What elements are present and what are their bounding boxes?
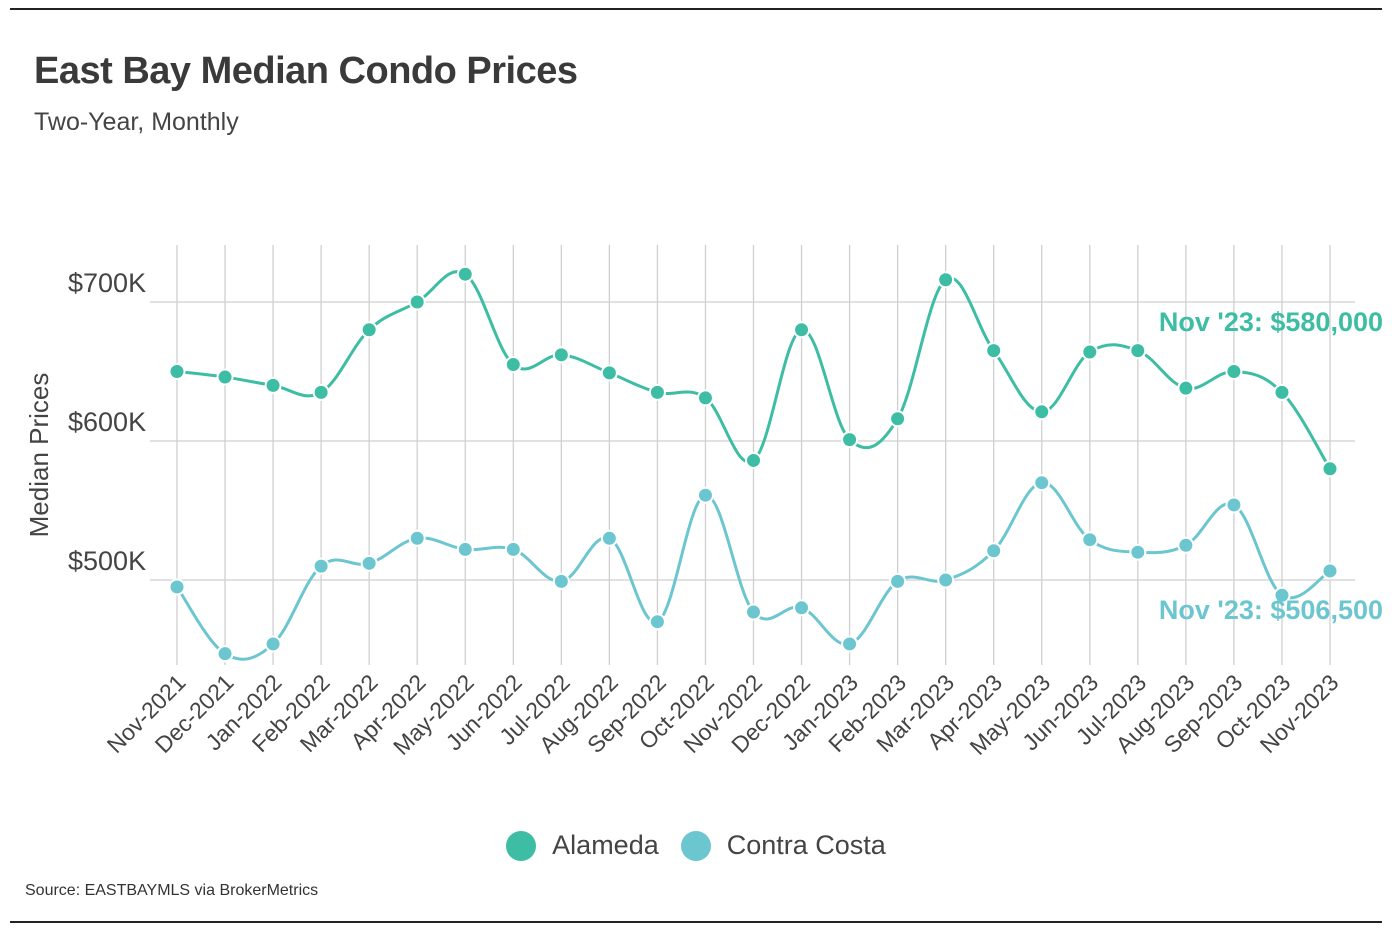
data-point-alameda <box>168 363 186 380</box>
chart-subtitle: Two-Year, Monthly <box>34 108 239 136</box>
data-point-contra-costa <box>216 645 234 663</box>
data-point-alameda <box>889 410 907 428</box>
y-axis-label: Median Prices <box>24 373 54 538</box>
data-point-alameda <box>1129 342 1147 360</box>
data-point-alameda <box>1273 383 1291 401</box>
y-tick-label: $600K <box>68 407 146 437</box>
top-rule <box>10 8 1382 10</box>
end-label-contra-costa: Nov '23: $506,500 <box>1159 595 1383 625</box>
data-point-alameda <box>648 383 666 401</box>
data-point-alameda <box>360 321 378 339</box>
end-label-alameda: Nov '23: $580,000 <box>1159 307 1383 337</box>
data-point-contra-costa <box>793 599 811 617</box>
y-tick-label: $500K <box>68 546 146 576</box>
data-point-alameda <box>985 342 1003 360</box>
source-note: Source: EASTBAYMLS via BrokerMetrics <box>25 882 319 899</box>
legend-label-contra-costa: Contra Costa <box>726 830 886 860</box>
data-point-alameda <box>504 356 522 374</box>
data-point-contra-costa <box>264 635 282 653</box>
data-point-alameda <box>264 376 282 394</box>
chart-title: East Bay Median Condo Prices <box>34 50 578 92</box>
data-point-contra-costa <box>600 529 618 547</box>
data-point-contra-costa <box>1273 586 1291 604</box>
data-point-contra-costa <box>312 557 330 575</box>
legend-item-alameda[interactable]: Alameda <box>506 830 659 861</box>
data-point-alameda <box>745 451 762 469</box>
data-point-alameda <box>216 368 234 386</box>
data-point-contra-costa <box>552 572 570 590</box>
legend-item-contra-costa[interactable]: Contra Costa <box>680 830 886 861</box>
legend: Alameda Contra Costa <box>0 830 1392 861</box>
data-point-contra-costa <box>168 578 186 596</box>
data-point-alameda <box>1225 363 1243 380</box>
data-point-contra-costa <box>841 635 859 653</box>
data-point-contra-costa <box>360 554 378 572</box>
bottom-rule <box>10 921 1382 923</box>
data-point-contra-costa <box>648 613 666 631</box>
data-point-contra-costa <box>1321 562 1339 580</box>
data-point-alameda <box>793 321 811 339</box>
data-point-alameda <box>1033 403 1051 421</box>
data-point-alameda <box>408 293 426 311</box>
y-tick-label: $700K <box>68 268 146 298</box>
data-point-contra-costa <box>696 486 714 504</box>
data-point-alameda <box>456 265 474 283</box>
data-point-contra-costa <box>408 529 426 547</box>
legend-marker-alameda <box>506 830 537 861</box>
legend-label-alameda: Alameda <box>552 830 659 860</box>
data-point-alameda <box>841 431 859 449</box>
legend-marker-contra-costa <box>680 830 711 861</box>
data-point-alameda <box>1321 460 1339 478</box>
data-point-alameda <box>937 271 955 289</box>
data-point-contra-costa <box>1225 496 1243 514</box>
data-point-alameda <box>600 364 618 382</box>
data-point-contra-costa <box>985 542 1003 560</box>
data-point-contra-costa <box>1177 536 1195 554</box>
data-point-alameda <box>1081 343 1099 361</box>
data-point-contra-costa <box>937 571 955 589</box>
data-point-alameda <box>696 389 714 407</box>
data-point-contra-costa <box>504 540 522 558</box>
data-point-contra-costa <box>1081 531 1099 549</box>
data-point-contra-costa <box>745 603 762 621</box>
data-point-contra-costa <box>456 540 474 558</box>
data-point-contra-costa <box>1033 474 1051 492</box>
data-point-alameda <box>1177 379 1195 397</box>
data-point-contra-costa <box>889 572 907 590</box>
series-line-alameda <box>176 270 1332 470</box>
data-point-alameda <box>552 346 570 364</box>
data-point-alameda <box>312 383 330 401</box>
data-point-contra-costa <box>1129 543 1147 561</box>
